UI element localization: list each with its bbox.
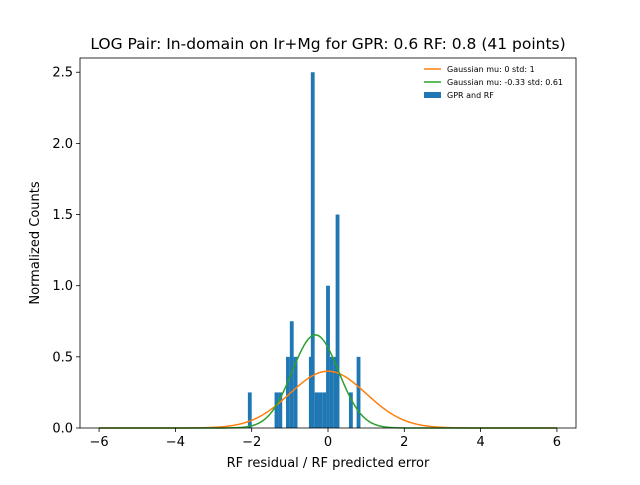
y-tick-label-5: 2.5 [52,66,73,81]
x-tick-label-1: −4 [166,435,185,450]
histogram-bar-10 [322,392,327,428]
y-tick-label-2: 1.0 [52,279,73,294]
legend: Gaussian mu: 0 std: 1 Gaussian mu: -0.33… [424,65,563,100]
y-axis-ticks: 0.0 0.5 1.0 1.5 2.0 2.5 [52,66,80,437]
legend-label-gaussian-1: Gaussian mu: 0 std: 1 [447,65,535,74]
y-tick-label-3: 1.5 [52,208,73,223]
legend-label-histogram: GPR and RF [447,91,494,100]
x-tick-label-6: 6 [553,435,561,450]
histogram-bar-5 [293,356,298,428]
histogram-bar-7 [310,72,315,428]
x-tick-label-2: −2 [242,435,261,450]
x-tick-label-3: 0 [324,435,332,450]
chart-title: LOG Pair: In-domain on Ir+Mg for GPR: 0.… [90,35,565,53]
x-tick-label-5: 4 [476,435,484,450]
histogram-bar-9 [318,392,323,428]
x-axis-label: RF residual / RF predicted error [227,456,430,471]
histogram-bar-8 [314,392,319,428]
x-tick-label-0: −6 [89,435,108,450]
histogram-bar-4 [289,321,294,428]
x-tick-label-4: 2 [400,435,408,450]
histogram-bar-0 [247,392,252,428]
y-tick-label-4: 2.0 [52,137,73,152]
histogram-bar-2 [278,392,283,428]
histogram-bar-3 [286,356,290,428]
x-axis-ticks: −6 −4 −2 0 2 4 6 [89,428,561,450]
y-axis-label: Normalized Counts [28,181,43,304]
histogram-bar-11 [326,285,330,428]
legend-swatch-histogram [424,92,441,98]
histogram-bar-16 [356,356,361,428]
y-tick-label-0: 0.0 [52,422,73,437]
y-tick-label-1: 0.5 [52,350,73,365]
histogram-bar-15 [348,392,353,428]
histogram-bar-14 [335,214,340,428]
histogram-bars [247,72,361,428]
histogram-bar-1 [274,392,279,428]
legend-label-gaussian-2: Gaussian mu: -0.33 std: 0.61 [447,78,563,87]
histogram-bar-12 [329,356,334,428]
